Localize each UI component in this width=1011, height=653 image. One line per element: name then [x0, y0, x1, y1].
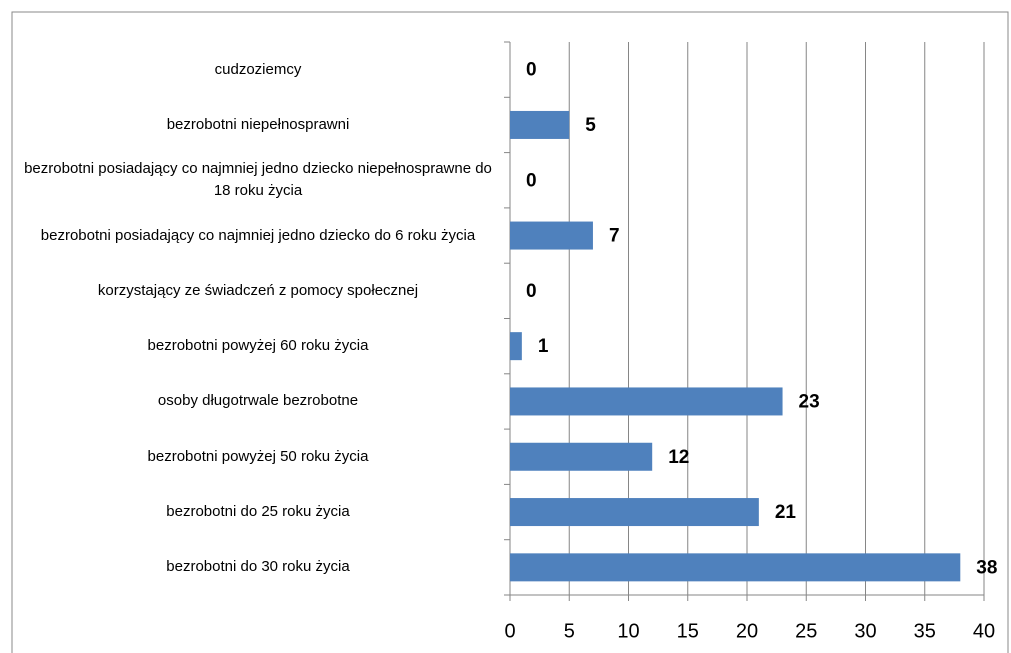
x-tick-label: 25: [795, 620, 817, 642]
chart-border: [11, 11, 1009, 653]
value-label: 21: [775, 502, 797, 523]
bar: [510, 110, 570, 139]
bar: [510, 442, 653, 471]
value-label: 23: [799, 391, 820, 412]
x-tick-label: 15: [677, 620, 699, 642]
x-tick-label: 5: [564, 620, 575, 642]
value-label: 7: [609, 226, 620, 247]
x-tick-label: 20: [736, 620, 758, 642]
bar: [510, 553, 961, 582]
bar: [510, 387, 783, 416]
x-tick-label: 35: [914, 620, 936, 642]
y-tick-label: bezrobotni posiadający co najmniej jedno…: [24, 160, 492, 200]
bar: [510, 221, 593, 250]
value-label: 5: [585, 115, 596, 136]
y-tick-label: cudzoziemcy: [214, 60, 302, 78]
bar: [510, 498, 759, 527]
y-tick-label: korzystający ze świadczeń z pomocy społe…: [97, 281, 419, 299]
y-tick-label: bezrobotni do 25 roku życia: [166, 503, 350, 521]
y-tick-label: bezrobotni niepełnosprawni: [166, 115, 350, 133]
y-tick-label: bezrobotni do 30 roku życia: [166, 558, 350, 576]
x-tick-label: 40: [973, 620, 995, 642]
y-tick-label: bezrobotni posiadający co najmniej jedno…: [40, 226, 476, 244]
value-label: 38: [976, 557, 997, 578]
value-label: 0: [526, 281, 537, 302]
x-tick-label: 10: [617, 620, 639, 642]
y-tick-label: bezrobotni powyżej 60 roku życia: [147, 337, 369, 355]
value-label: 12: [668, 447, 689, 468]
value-label: 0: [526, 60, 537, 81]
y-tick-label: bezrobotni powyżej 50 roku życia: [147, 447, 369, 465]
bar: [510, 332, 522, 361]
value-label: 1: [538, 336, 549, 357]
y-tick-label: osoby długotrwale bezrobotne: [157, 392, 359, 410]
x-tick-label: 0: [504, 620, 515, 642]
x-tick-label: 30: [854, 620, 876, 642]
value-label: 0: [526, 170, 537, 191]
